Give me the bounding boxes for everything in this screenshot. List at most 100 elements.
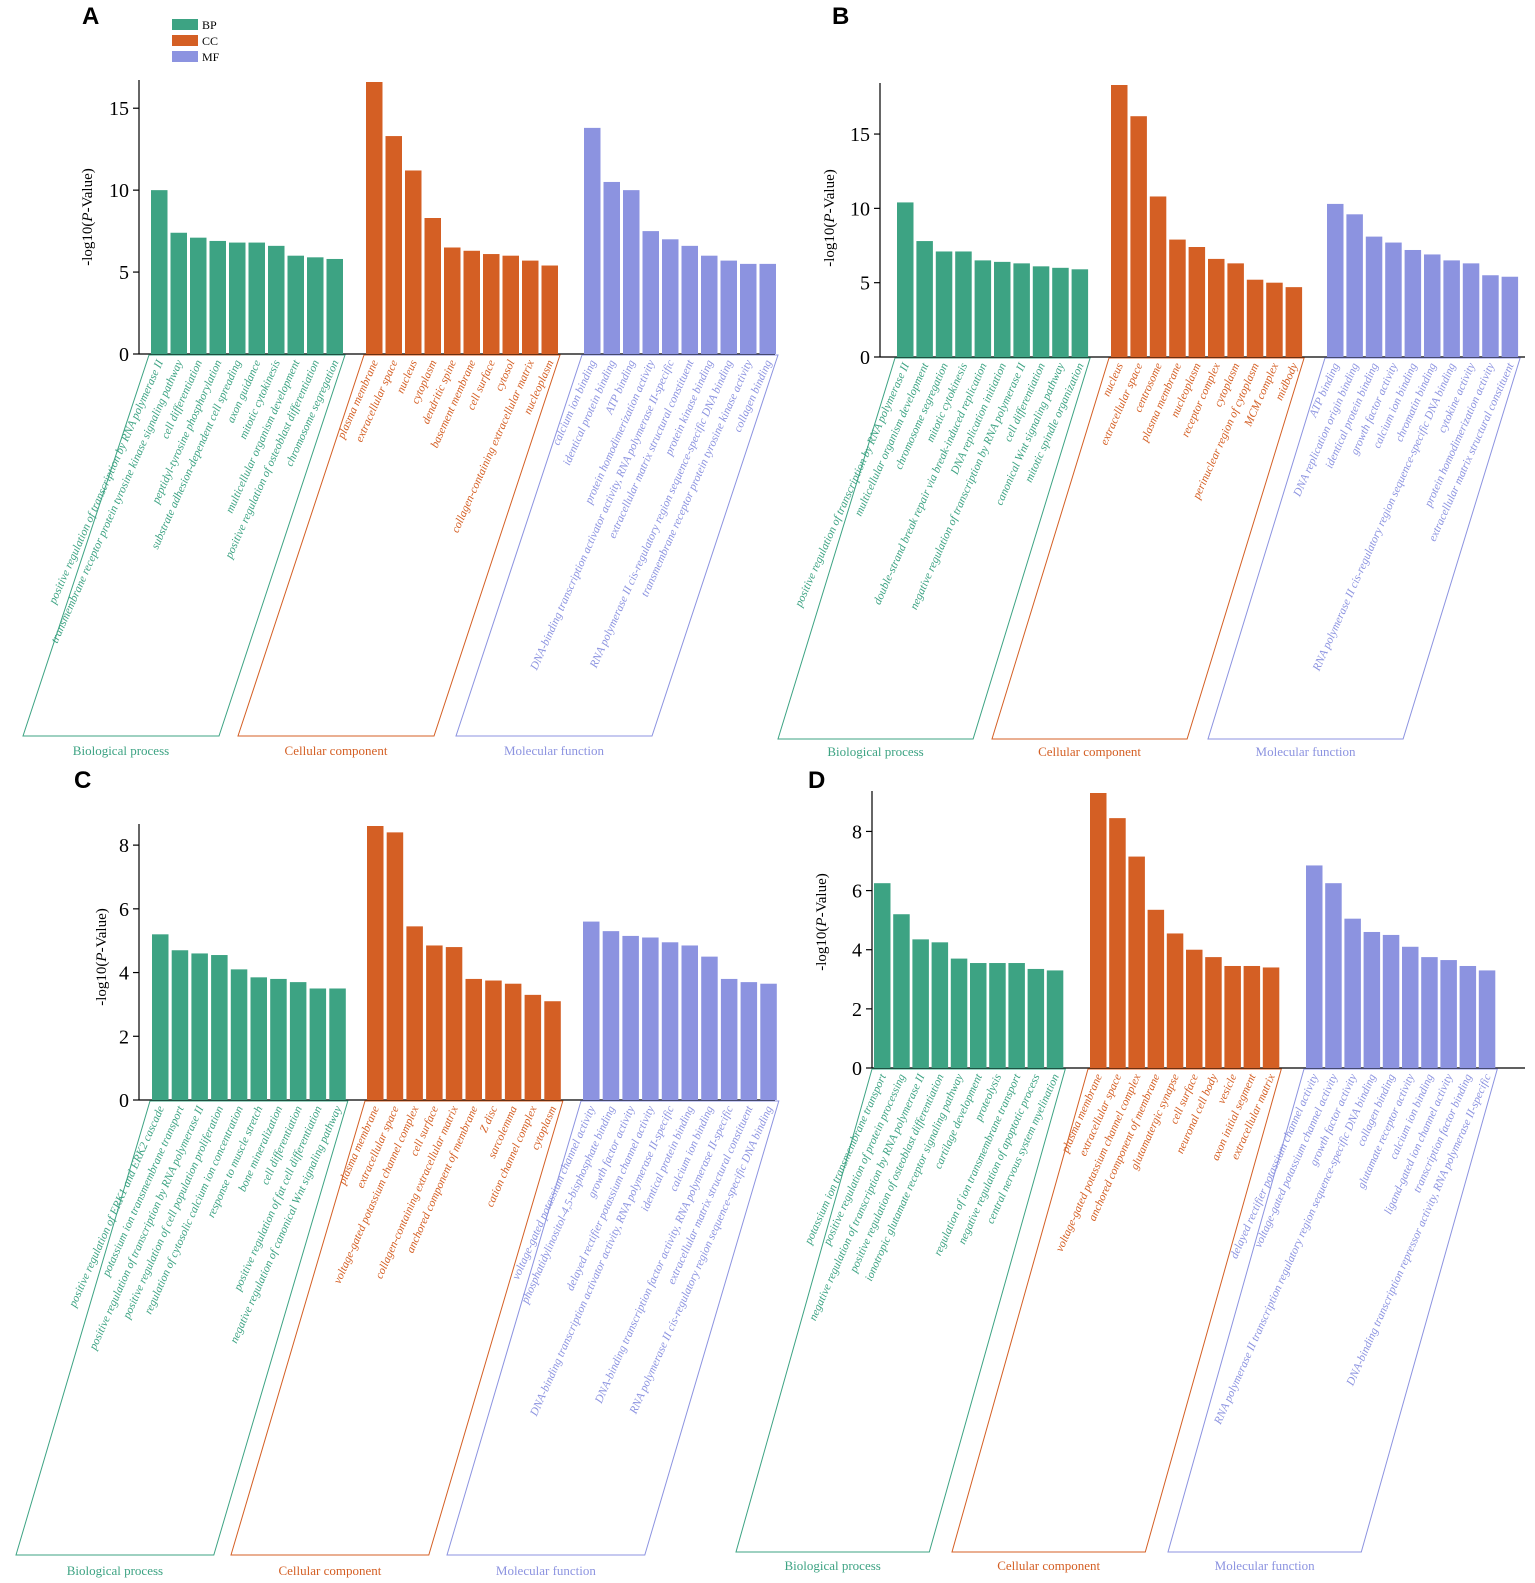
bar-bp — [191, 953, 208, 1100]
bar-mf — [1459, 965, 1477, 1068]
bar-bp — [974, 260, 992, 357]
y-tick-label: 5 — [119, 262, 129, 284]
bar-bp — [268, 245, 285, 354]
bar-bp — [916, 241, 933, 357]
bar-cc — [522, 260, 539, 354]
bar-mf — [681, 245, 698, 354]
bar-mf — [1365, 236, 1383, 357]
bar-mf — [740, 263, 757, 354]
bar-bp — [250, 977, 267, 1100]
panel-letter: B — [832, 3, 849, 30]
bar-cc — [483, 254, 500, 354]
y-tick-label: 6 — [119, 899, 129, 921]
bar-cc — [502, 255, 519, 354]
bar-cc — [1147, 909, 1165, 1068]
bar-mf — [1344, 918, 1361, 1068]
bar-mf — [642, 937, 659, 1100]
y-tick-label: 15 — [850, 124, 870, 146]
bar-mf — [1424, 254, 1441, 357]
group-bp: positive regulation of ERK1 and ERK2 cas… — [15, 934, 349, 1578]
bar-mf — [1385, 242, 1402, 357]
term-label: transmembrane receptor protein tyrosine … — [49, 358, 186, 646]
bar-cc — [1130, 116, 1147, 358]
y-tick-label: 10 — [109, 180, 129, 202]
bar-bp — [994, 261, 1011, 357]
bar-bp — [307, 257, 324, 354]
group-bp: potassium ion transmembrane transportpos… — [735, 883, 1066, 1573]
bar-bp — [874, 883, 891, 1068]
bar-mf — [720, 978, 738, 1100]
bar-bp — [1071, 269, 1089, 357]
panel-b: B 0 5 10 15 -log10(P-Value)positive regulatio… — [777, 3, 1525, 759]
group-bp: positive regulation of transcription by … — [777, 202, 1091, 759]
bar-mf — [1306, 865, 1323, 1068]
group-outline — [735, 1068, 1066, 1553]
group-title: Biological process — [67, 1563, 163, 1578]
y-tick-label: 5 — [860, 273, 870, 295]
y-axis-label: -log10(P-Value) — [814, 873, 830, 971]
y-tick-label: 0 — [119, 1090, 129, 1112]
bar-bp — [248, 242, 265, 354]
group-title: Molecular function — [504, 743, 604, 758]
bar-bp — [970, 963, 987, 1068]
group-title: Molecular function — [1215, 1558, 1315, 1573]
bar-bp — [211, 955, 228, 1100]
group-title: Molecular function — [496, 1563, 596, 1578]
bar-cc — [524, 994, 542, 1100]
bar-cc — [1227, 263, 1244, 357]
y-axis-label: -log10(P-Value) — [822, 169, 838, 267]
bar-cc — [1285, 287, 1303, 357]
bar-cc — [1188, 247, 1206, 357]
bar-mf — [759, 263, 776, 354]
group-outline — [230, 1100, 564, 1556]
bar-bp — [329, 988, 346, 1100]
group-outline — [455, 354, 779, 737]
panel-letter: C — [74, 767, 91, 794]
legend-swatch-mf — [172, 51, 198, 62]
bar-bp — [955, 251, 972, 357]
bar-cc — [1208, 258, 1225, 357]
bar-cc — [1205, 957, 1222, 1068]
bar-bp — [326, 258, 343, 354]
panel-letter: D — [808, 767, 825, 794]
legend-label-mf: MF — [202, 50, 220, 64]
legend-swatch-cc — [172, 35, 198, 46]
bar-mf — [1382, 934, 1400, 1068]
group-title: Cellular component — [997, 1558, 1100, 1573]
bar-bp — [1052, 267, 1069, 357]
bar-bp — [1008, 963, 1025, 1068]
bar-bp — [935, 251, 953, 357]
group-title: Biological process — [73, 743, 169, 758]
bar-mf — [661, 942, 679, 1100]
group-title: Biological process — [784, 1558, 880, 1573]
y-tick-label: 2 — [119, 1026, 129, 1048]
group-title: Biological process — [827, 744, 923, 759]
bar-cc — [504, 983, 522, 1100]
bar-bp — [989, 963, 1006, 1068]
y-tick-label: 0 — [860, 347, 870, 369]
bar-mf — [602, 931, 620, 1100]
bar-cc — [1090, 793, 1107, 1068]
bar-bp — [289, 982, 307, 1100]
bar-cc — [406, 926, 423, 1100]
bar-cc — [541, 265, 558, 354]
bar-cc — [367, 826, 384, 1100]
y-tick-label: 0 — [119, 344, 129, 366]
bar-mf — [1443, 260, 1460, 357]
bar-mf — [1482, 275, 1499, 357]
bar-cc — [1266, 282, 1283, 357]
panel-d: D 0 2 4 6 8 -log10(P-Value)potassium ion trans… — [735, 767, 1525, 1573]
group-outline — [237, 354, 561, 737]
bar-mf — [662, 239, 679, 354]
bar-mf — [701, 956, 718, 1100]
bar-cc — [1246, 279, 1264, 357]
group-outline — [991, 357, 1305, 740]
bar-bp — [230, 969, 248, 1100]
group-outline — [1167, 1068, 1498, 1553]
bar-bp — [209, 240, 226, 354]
bar-mf — [622, 935, 639, 1100]
bar-mf — [603, 181, 620, 354]
group-outline — [777, 357, 1091, 740]
